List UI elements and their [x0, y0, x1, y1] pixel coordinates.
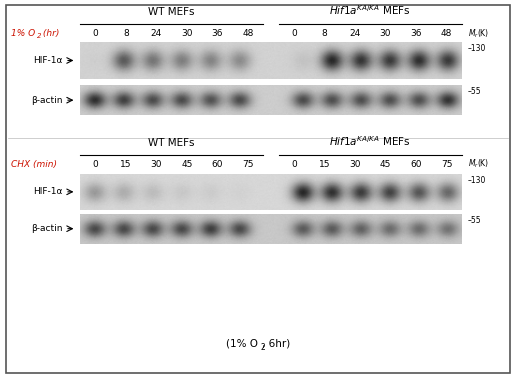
Text: –55: –55 [468, 216, 481, 225]
Text: (hr): (hr) [40, 29, 60, 38]
Text: 24: 24 [349, 29, 361, 38]
Text: $\it{Hif1a}^{KA/KA}$ MEFs: $\it{Hif1a}^{KA/KA}$ MEFs [329, 3, 411, 17]
Text: (1% O: (1% O [226, 339, 258, 349]
Text: 30: 30 [181, 29, 192, 38]
Text: 1% O: 1% O [11, 29, 36, 38]
Text: 30: 30 [349, 160, 361, 169]
Text: 15: 15 [318, 160, 330, 169]
Text: HIF-1α: HIF-1α [34, 187, 63, 196]
Text: 15: 15 [120, 160, 132, 169]
Text: $\it{Hif1a}^{KA/KA}$ MEFs: $\it{Hif1a}^{KA/KA}$ MEFs [329, 134, 411, 148]
Text: 2: 2 [261, 342, 265, 352]
Text: 75: 75 [242, 160, 254, 169]
Text: –130: –130 [468, 176, 487, 185]
Text: 30: 30 [380, 29, 391, 38]
Text: 2: 2 [37, 33, 41, 39]
Text: $M_r$(K): $M_r$(K) [468, 158, 489, 170]
Text: 0: 0 [92, 29, 98, 38]
Text: 36: 36 [212, 29, 223, 38]
Text: 48: 48 [441, 29, 452, 38]
Text: 8: 8 [321, 29, 327, 38]
Text: 48: 48 [243, 29, 254, 38]
Text: 0: 0 [291, 160, 297, 169]
Text: 36: 36 [410, 29, 422, 38]
Text: β-actin: β-actin [31, 224, 63, 233]
Text: 24: 24 [151, 29, 162, 38]
Text: –130: –130 [468, 44, 487, 53]
Text: 8: 8 [123, 29, 128, 38]
Text: HIF-1α: HIF-1α [34, 56, 63, 65]
Text: 75: 75 [441, 160, 453, 169]
Text: 45: 45 [181, 160, 192, 169]
Text: CHX (min): CHX (min) [11, 160, 57, 169]
Text: 0: 0 [92, 160, 98, 169]
Text: WT MEFs: WT MEFs [149, 7, 195, 17]
Text: 60: 60 [410, 160, 422, 169]
Text: 45: 45 [380, 160, 391, 169]
Text: , 6hr): , 6hr) [262, 339, 291, 349]
Text: 60: 60 [212, 160, 223, 169]
Text: $M_r$(K): $M_r$(K) [468, 27, 489, 40]
Text: –55: –55 [468, 87, 481, 96]
Text: WT MEFs: WT MEFs [149, 138, 195, 148]
Text: β-actin: β-actin [31, 96, 63, 105]
Text: 0: 0 [291, 29, 297, 38]
Text: 30: 30 [151, 160, 162, 169]
